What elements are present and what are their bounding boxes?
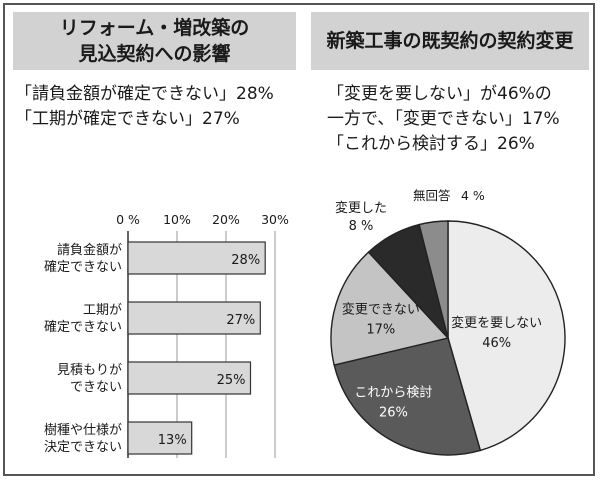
pie-slice-value: 17% <box>366 323 395 338</box>
left-title-box: リフォーム・増改築の 見込契約への影響 <box>13 12 296 70</box>
x-tick-label: 30% <box>261 212 289 227</box>
pie-slice-value: 8 % <box>349 219 374 234</box>
pie-slice-label: 変更を要しない <box>451 315 542 331</box>
x-tick-label: 10% <box>163 212 191 227</box>
x-tick-label: 0 % <box>116 212 140 227</box>
left-panel: リフォーム・増改築の 見込契約への影響 「請負金額が確定できない」28% 「工期… <box>13 12 296 469</box>
right-title: 新築工事の既契約の契約変更 <box>326 30 574 52</box>
pie-slice-label: 無回答 <box>413 188 451 203</box>
pie-slice-label: これから検討 <box>354 385 432 401</box>
right-summary-line1: 「変更を要しない」が46%の <box>327 84 552 104</box>
right-summary-line2: 一方で、「変更できない」17% <box>327 109 560 129</box>
pie-slice <box>447 220 566 452</box>
bar-category-label: 確定できない <box>44 259 122 275</box>
pie-slice-label: 変更できない <box>342 302 420 318</box>
bar-value-label: 27% <box>226 313 255 328</box>
bar-value-label: 25% <box>217 373 246 388</box>
bar <box>127 301 261 335</box>
right-panel: 新築工事の既契約の契約変更 「変更を要しない」が46%の 一方で、「変更できない… <box>311 12 589 469</box>
right-summary-line3: 「これから検討する」26% <box>327 134 535 154</box>
bar-category-label: 見積もりが <box>57 363 122 378</box>
bar-value-label: 28% <box>231 253 260 268</box>
left-title-line1: リフォーム・増改築の <box>59 17 250 39</box>
pie-slice-value: 4 % <box>461 188 485 203</box>
pie-slice-label: 変更した <box>335 200 387 216</box>
bar-category-label: できない <box>70 380 122 395</box>
bar <box>127 421 193 455</box>
bar-category-label: 確定できない <box>44 319 122 335</box>
bar-category-label: 工期が <box>83 303 122 318</box>
figure-frame: リフォーム・増改築の 見込契約への影響 「請負金額が確定できない」28% 「工期… <box>3 3 595 476</box>
bar-value-label: 13% <box>158 433 187 448</box>
bar-category-label: 決定できない <box>44 440 122 455</box>
bar-category-label: 請負金額が <box>57 242 122 258</box>
pie-slice <box>333 337 482 456</box>
right-summary: 「変更を要しない」が46%の 一方で、「変更できない」17% 「これから検討する… <box>327 82 560 157</box>
right-title-box: 新築工事の既契約の契約変更 <box>311 12 589 70</box>
bar <box>127 361 252 395</box>
bar <box>127 241 266 275</box>
pie-chart: 変更を要しない 46% これから検討 26% 変更できない 17% 変更した 8 % 無回答 4 … <box>330 188 566 456</box>
x-tick-label: 20% <box>212 212 240 227</box>
left-summary: 「請負金額が確定できない」28% 「工期が確定できない」27% <box>15 82 274 132</box>
bar-category-label: 樹種や仕様が <box>44 422 122 438</box>
left-summary-line1: 「請負金額が確定できない」28% <box>15 84 274 104</box>
pie-slice <box>418 220 449 339</box>
left-summary-line2: 「工期が確定できない」27% <box>15 109 240 129</box>
pie-slice <box>330 251 450 366</box>
pie-slice-value: 26% <box>379 406 408 421</box>
bar-chart: 0 % 10% 20% 30%28%請負金額が確定できない27%工期が確定できない25… <box>44 212 289 458</box>
left-title-line2: 見込契約への影響 <box>78 43 231 65</box>
pie-slice-value: 46% <box>482 336 511 351</box>
